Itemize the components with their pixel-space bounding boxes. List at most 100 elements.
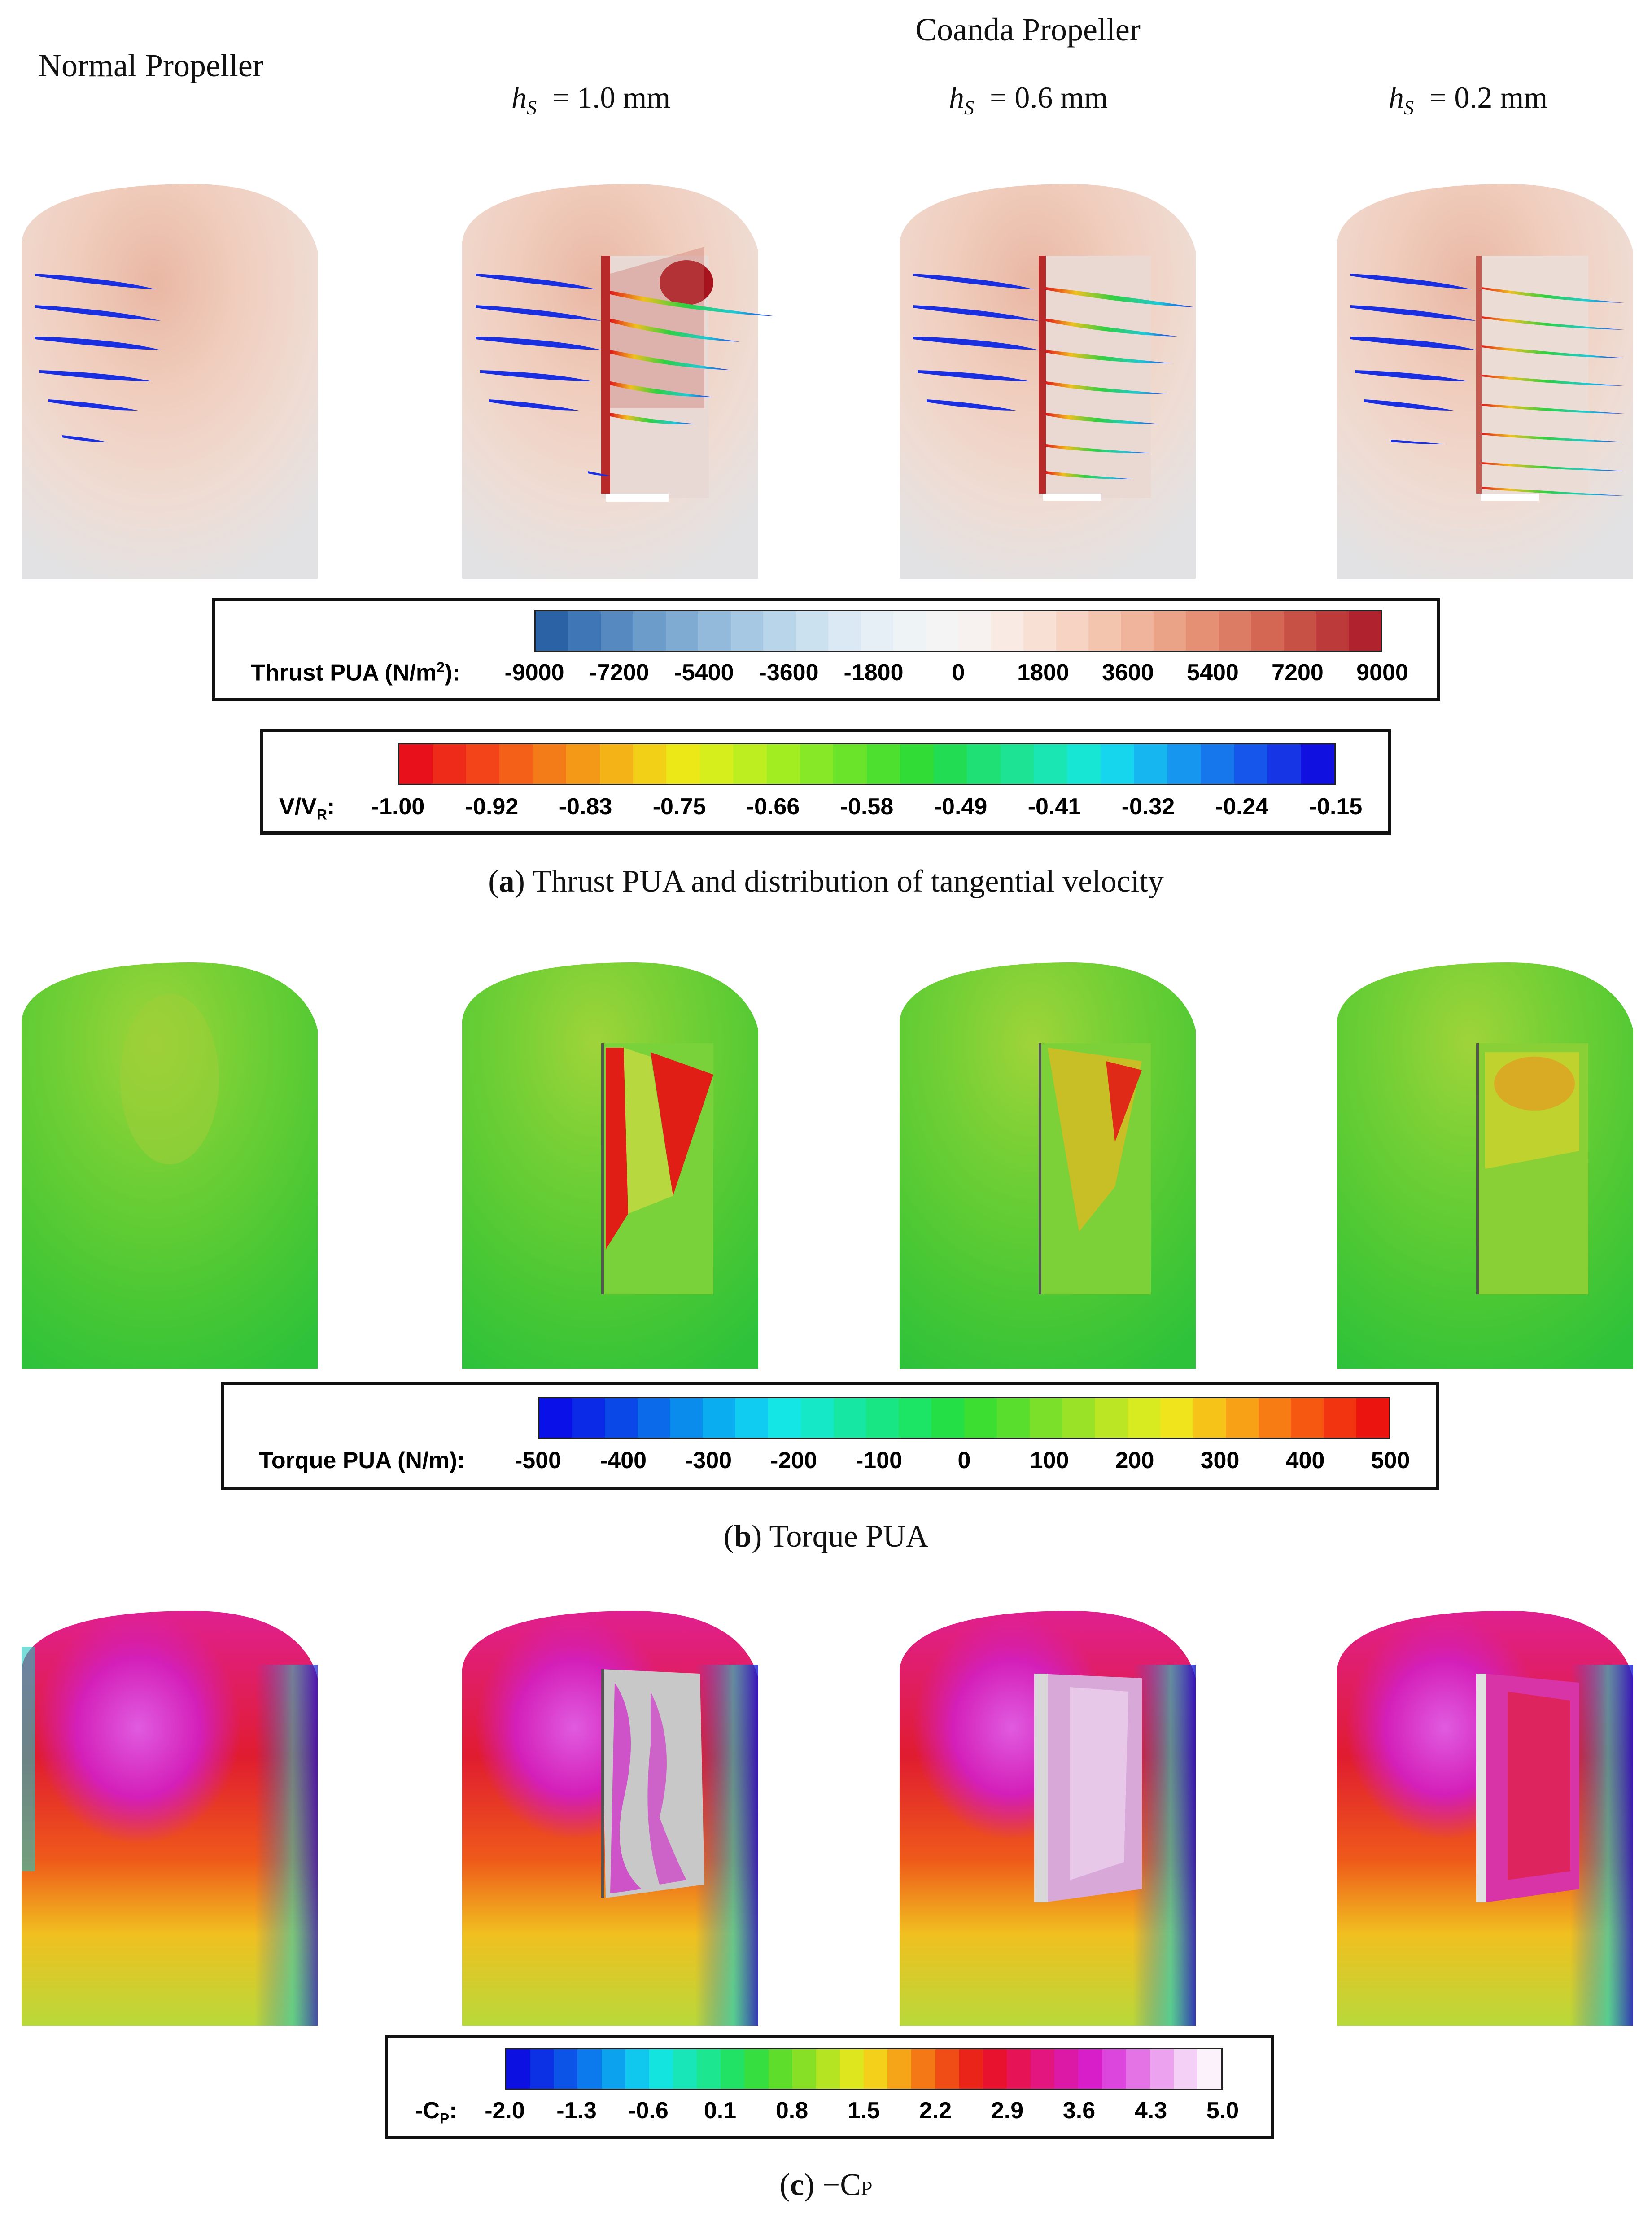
blade-thrust-hs-0.6 (900, 184, 1196, 579)
hs-symbol: h (949, 80, 964, 114)
blade-torque-hs-0.6 (900, 962, 1196, 1369)
caption-text: Torque PUA (762, 1519, 929, 1554)
title-sup: 2 (437, 659, 445, 675)
blade-cp-hs-0.6 (900, 1611, 1196, 2026)
tick-label: 2.2 (919, 2098, 952, 2124)
hs-subscript: S (527, 96, 537, 119)
normal-propeller-label: Normal Propeller (38, 48, 263, 83)
legend-torque-title: Torque PUA (N/m): (259, 1447, 465, 1474)
tick-label: -100 (855, 1447, 903, 1474)
tick-label: 2.9 (991, 2098, 1024, 2124)
tick-label: -1.00 (371, 794, 425, 820)
tick-label: -0.83 (559, 794, 612, 820)
tick-label: -0.6 (628, 2098, 669, 2124)
legend-velocity-ticks: -1.00 -0.92 -0.83 -0.75 -0.66 -0.58 -0.4… (371, 793, 1363, 825)
caption-c: (c) −CP (779, 2168, 873, 2202)
hs-symbol: h (1389, 80, 1404, 114)
tick-label: -5400 (674, 660, 734, 686)
tick-label: 0 (952, 660, 965, 686)
tick-label: 100 (1030, 1447, 1069, 1474)
blade-cp-hs-1.0 (462, 1611, 758, 2026)
blade-torque-normal (22, 962, 318, 1369)
legend-torque: Torque PUA (N/m): -500 -400 -300 -200 -1… (221, 1382, 1439, 1490)
tick-label: -2.0 (485, 2098, 525, 2124)
caption-letter: a (498, 864, 515, 899)
column-label-hs-0.2: hS = 0.2 mm (1389, 80, 1547, 119)
tick-label: 300 (1200, 1447, 1240, 1474)
tick-label: 3.6 (1062, 2098, 1096, 2124)
tick-label: 5400 (1187, 660, 1239, 686)
blade-cp-normal (22, 1611, 318, 2026)
tick-label: 5.0 (1206, 2098, 1239, 2124)
tick-label: -0.66 (746, 794, 800, 820)
legend-thrust-ticks: -9000 -7200 -5400 -3600 -1800 0 1800 360… (505, 659, 1408, 691)
tick-label: -1800 (843, 660, 904, 686)
streamline-group (35, 274, 161, 442)
caption-sub: P (861, 2177, 873, 2200)
hs-symbol: h (511, 80, 527, 114)
title-end: : (327, 794, 335, 820)
hs-subscript: S (964, 96, 974, 119)
blade-thrust-normal (22, 184, 318, 579)
legend-torque-ticks: -500 -400 -300 -200 -100 0 100 200 300 4… (515, 1447, 1410, 1478)
tick-label: 200 (1115, 1447, 1154, 1474)
hs-value: = 1.0 mm (552, 80, 671, 114)
tick-label: 1.5 (847, 2098, 880, 2124)
colorbar-cp (505, 2048, 1223, 2090)
column-label-hs-0.6: hS = 0.6 mm (949, 80, 1108, 119)
caption-text: −C (814, 2168, 861, 2202)
legend-cp: -CP: -2.0 -1.3 -0.6 0.1 0.8 1.5 2.2 2.9 … (385, 2035, 1274, 2139)
hs-value: = 0.6 mm (990, 80, 1108, 114)
hs-subscript: S (1404, 96, 1414, 119)
legend-cp-title: -CP: (415, 2097, 457, 2127)
blade-torque-hs-0.2 (1337, 962, 1633, 1369)
tick-label: -0.92 (465, 794, 519, 820)
tick-label: 0.8 (775, 2098, 809, 2124)
tick-label: -1.3 (556, 2098, 597, 2124)
blade-cp-hs-0.2 (1337, 1611, 1633, 2026)
tick-label: 9000 (1356, 660, 1408, 686)
caption-letter: c (790, 2168, 804, 2202)
tick-label: -0.75 (652, 794, 706, 820)
tick-label: -0.41 (1027, 794, 1081, 820)
tick-label: -0.32 (1121, 794, 1175, 820)
tick-label: 4.3 (1134, 2098, 1167, 2124)
tick-label: -400 (599, 1447, 647, 1474)
colorbar-velocity (398, 743, 1336, 785)
tick-label: -0.49 (934, 794, 988, 820)
tick-label: 0 (957, 1447, 971, 1474)
blade-thrust-hs-1.0 (462, 184, 776, 579)
tick-label: -0.24 (1215, 794, 1269, 820)
tick-label: 3600 (1102, 660, 1154, 686)
tick-label: -300 (685, 1447, 732, 1474)
caption-text: Thrust PUA and distribution of tangentia… (524, 864, 1164, 899)
blade-thrust-hs-0.2 (1337, 184, 1633, 579)
tick-label: -9000 (504, 660, 564, 686)
colorbar-thrust (534, 610, 1382, 652)
title-end: : (449, 2098, 457, 2124)
caption-letter: b (734, 1519, 752, 1554)
tick-label: 1800 (1017, 660, 1069, 686)
hs-value: = 0.2 mm (1429, 80, 1548, 114)
tick-label: 500 (1371, 1447, 1410, 1474)
caption-a: (a) Thrust PUA and distribution of tange… (488, 864, 1164, 899)
tick-label: -500 (514, 1447, 562, 1474)
title-text: V/V (279, 794, 317, 820)
column-label-hs-1.0: hS = 1.0 mm (511, 80, 670, 119)
legend-thrust: Thrust PUA (N/m2): -9000 -7200 -5400 -36… (212, 598, 1440, 701)
tick-label: 0.1 (704, 2098, 737, 2124)
tick-label: -3600 (759, 660, 819, 686)
colorbar-torque (538, 1397, 1390, 1439)
title-text: -C (415, 2098, 440, 2124)
legend-cp-ticks: -2.0 -1.3 -0.6 0.1 0.8 1.5 2.2 2.9 3.6 4… (485, 2097, 1239, 2129)
title-sub: P (439, 2110, 450, 2127)
tick-label: -7200 (589, 660, 649, 686)
legend-velocity-title: V/VR: (279, 793, 335, 823)
title-sub: R (316, 806, 327, 823)
legend-velocity: V/VR: -1.00 -0.92 -0.83 -0.75 -0.66 -0.5… (260, 729, 1391, 835)
blade-torque-hs-1.0 (462, 962, 758, 1369)
tick-label: -0.58 (840, 794, 894, 820)
title-text: Thrust PUA (N/m (251, 660, 437, 686)
tick-label: 7200 (1272, 660, 1324, 686)
legend-thrust-title: Thrust PUA (N/m2): (251, 659, 460, 686)
